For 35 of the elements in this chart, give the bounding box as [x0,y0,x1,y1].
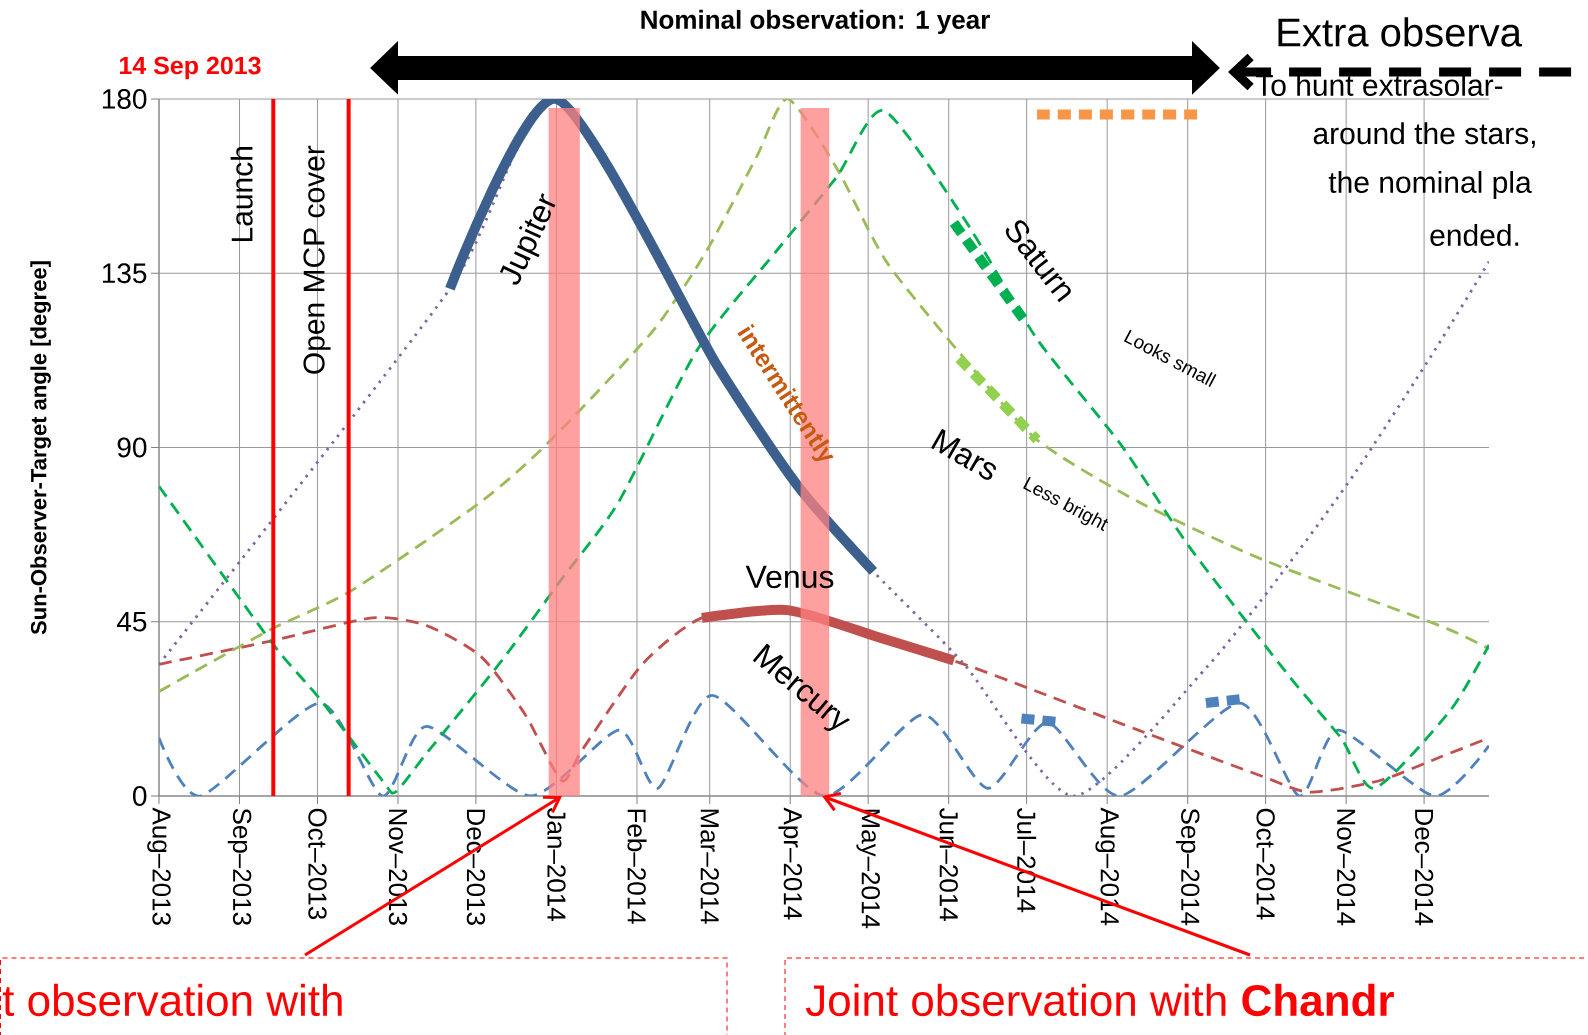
text: t observation with [2,983,342,1017]
x-tick-label: Jun–2014 [939,807,958,921]
y-tick-label: 180 [102,89,147,109]
x-tick-label: Aug–2014 [1095,807,1119,926]
x-tick-label: Jul–2014 [1017,807,1037,913]
x-tick-label: Aug–2013 [147,807,171,925]
text: Extra observa [1278,17,1522,47]
text: Mars [931,428,996,480]
x-tick-label: Oct–2013 [308,808,327,920]
x-tick-label: Dec–2013 [466,809,486,925]
x-tick-label: May–2014 [856,809,880,929]
annotation: around the stars, [1313,122,1535,148]
x-tick-label: Feb–2014 [627,809,647,924]
annotation: ended. [1430,223,1519,247]
ref-line-label: Launch [230,147,253,242]
y-tick-label: 90 [117,437,147,458]
series-label: Venus [745,565,834,589]
text: 14 Sep 2013 [120,56,261,80]
x-tick-label: Jan–2014 [547,807,566,921]
x-tick-label: Nov–2013 [388,809,408,925]
text: Joint observation with Chandr [805,983,1394,1017]
y-tick-label: 0 [133,786,147,806]
x-tick-label: Nov–2014 [1336,809,1356,926]
x-tick-label: Mar–2014 [700,809,719,924]
x-tick-label: Sep–2014 [1175,808,1200,926]
ref-line-label: Open MCP cover [303,145,331,374]
y-tick-label: 45 [116,611,147,632]
x-tick-label: Apr–2014 [778,807,803,920]
x-tick-label: Dec–2014 [1414,809,1434,926]
x-tick-label: Sep–2013 [227,808,252,925]
y-axis-title: Sun-Observer-Target angle [degree] [30,261,51,635]
annotation: the nominal pla [1328,171,1532,199]
x-tick-label: Oct–2014 [1256,808,1275,920]
y-tick-label: 135 [102,263,147,284]
text: Nominal observation: 1 year [641,9,990,35]
